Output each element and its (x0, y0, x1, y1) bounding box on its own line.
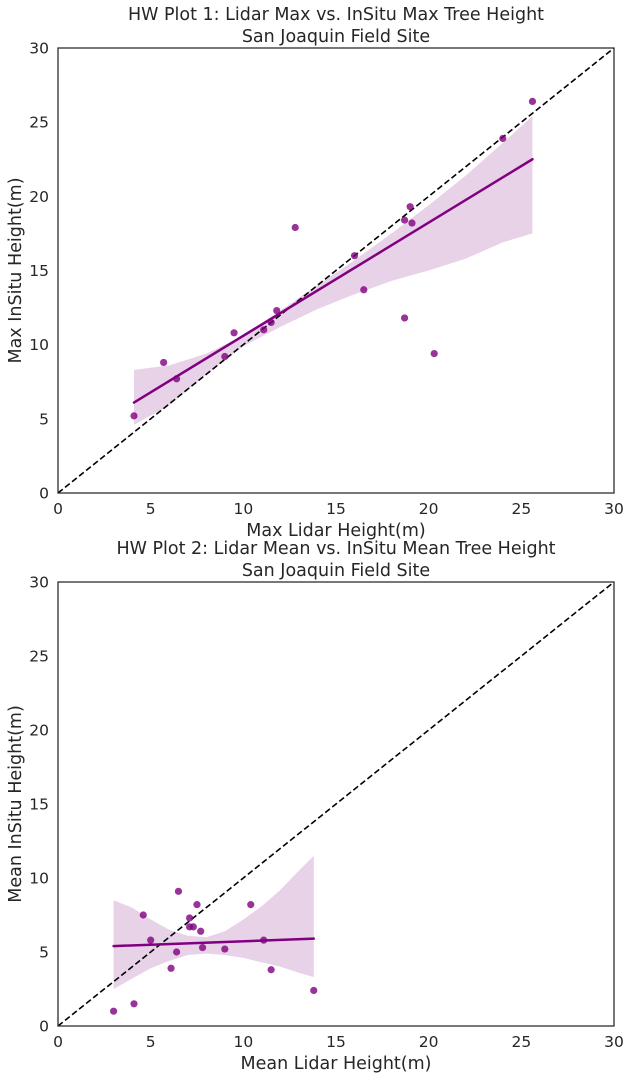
data-point (260, 936, 268, 944)
x-tick-label: 30 (604, 500, 624, 518)
data-point (221, 352, 229, 361)
chart-2: HW Plot 2: Lidar Mean vs. InSitu Mean Tr… (6, 539, 624, 1074)
data-point (408, 219, 416, 227)
data-point (360, 286, 368, 294)
data-point (267, 966, 275, 974)
y-tick-label: 0 (39, 485, 49, 503)
data-point (260, 326, 268, 334)
y-tick-label: 30 (29, 40, 49, 58)
regression-line (132, 158, 534, 404)
x-tick-label: 30 (604, 1033, 624, 1051)
chart-1: HW Plot 1: Lidar Max vs. InSitu Max Tree… (6, 5, 624, 541)
data-point (130, 1000, 138, 1008)
y-axis-label: Max InSitu Height(m) (6, 177, 26, 363)
data-point (350, 252, 359, 260)
data-point (185, 914, 194, 922)
chart-subtitle: San Joaquin Field Site (242, 27, 430, 47)
x-tick-label: 10 (233, 1033, 253, 1051)
plot-frame (57, 581, 615, 1027)
y-tick-label: 0 (39, 1018, 49, 1036)
data-point (528, 97, 537, 105)
chart-subtitle: San Joaquin Field Site (242, 561, 430, 581)
reference-line (57, 47, 615, 494)
confidence-band (113, 855, 314, 989)
data-point (189, 923, 197, 931)
reference-line (57, 581, 615, 1027)
data-point (130, 412, 138, 420)
y-tick-label: 20 (29, 722, 49, 740)
chart-title: HW Plot 2: Lidar Mean vs. InSitu Mean Tr… (116, 539, 555, 559)
y-axis-label: Mean InSitu Height(m) (6, 705, 26, 903)
data-point (174, 887, 183, 895)
data-point (247, 901, 255, 909)
data-point (430, 349, 438, 358)
x-tick-label: 20 (419, 1033, 439, 1051)
data-point (400, 216, 409, 224)
data-point (147, 936, 155, 944)
data-point (173, 375, 181, 383)
confidence-band (133, 116, 533, 425)
data-point (160, 358, 168, 367)
y-tick-label: 5 (39, 410, 49, 428)
y-tick-label: 25 (29, 648, 49, 666)
y-tick-label: 15 (29, 262, 49, 280)
data-point (291, 223, 299, 232)
x-tick-label: 25 (511, 500, 531, 518)
data-point (173, 948, 181, 956)
data-point (310, 986, 318, 995)
y-tick-label: 5 (39, 944, 49, 962)
data-point (198, 943, 207, 952)
data-point (273, 306, 281, 315)
data-point (267, 318, 275, 327)
data-point (193, 901, 201, 909)
regression-line (112, 937, 316, 948)
data-point (139, 911, 147, 919)
x-tick-label: 20 (419, 500, 439, 518)
x-tick-label: 15 (326, 500, 346, 518)
y-tick-label: 10 (29, 336, 49, 354)
chart-title: HW Plot 1: Lidar Max vs. InSitu Max Tree… (128, 5, 544, 25)
y-tick-label: 30 (29, 574, 49, 592)
data-point (230, 329, 238, 337)
data-point (167, 964, 175, 972)
x-axis-label: Max Lidar Height(m) (246, 521, 426, 541)
y-tick-label: 15 (29, 796, 49, 814)
x-tick-label: 5 (146, 500, 156, 518)
x-tick-label: 0 (53, 1033, 63, 1051)
data-point (406, 203, 414, 211)
plot-frame (57, 47, 615, 494)
x-tick-label: 25 (511, 1033, 531, 1051)
data-point (110, 1007, 118, 1015)
x-tick-label: 0 (53, 500, 63, 518)
data-point (499, 134, 507, 143)
y-tick-label: 20 (29, 188, 49, 206)
y-tick-label: 25 (29, 114, 49, 132)
x-tick-label: 5 (146, 1033, 156, 1051)
y-tick-label: 10 (29, 870, 49, 888)
data-point (221, 945, 229, 953)
data-point (197, 927, 205, 935)
x-tick-label: 15 (326, 1033, 346, 1051)
x-axis-label: Mean Lidar Height(m) (241, 1054, 432, 1074)
x-tick-label: 10 (233, 500, 253, 518)
data-point (400, 314, 409, 322)
